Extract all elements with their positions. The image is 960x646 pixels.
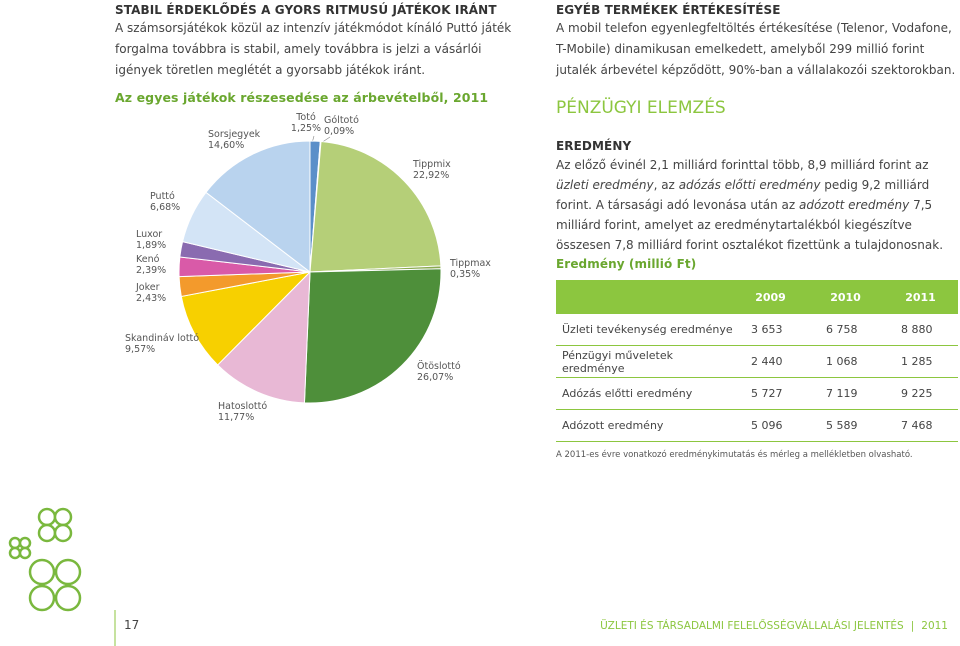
slice-label: Sorsjegyek [208,129,261,140]
pie-slice [205,140,311,274]
text: üzleti eredmény [556,178,654,192]
slice-value-label: 11,77% [218,412,254,423]
table-cell: 5 727 [733,377,808,410]
table-row: Adózás előtti eredmény 5 727 7 119 9 225 [556,377,958,410]
slice-value-label: 26,07% [417,372,453,383]
table-cell: 5 096 [733,409,808,442]
page-number: 17 [124,618,140,632]
text: adózás előtti eredmény [678,178,821,192]
table-cell: 5 589 [808,409,883,442]
slice-value-label: 0,35% [450,269,480,280]
slice-label: Luxor [136,229,162,240]
text: , az [653,178,679,192]
chart-title: Az egyes játékok részesedése az árbevéte… [115,90,489,105]
text: pedig 9,2 milliárd forint. A társasági a… [556,178,930,212]
table-cell: 8 880 [883,314,958,346]
table-cell: 7 468 [883,409,958,442]
slice-value-label: 22,92% [413,170,449,181]
clovers [8,507,82,612]
slice-value-label: 2,43% [136,293,166,304]
slice-value-label: 14,60% [208,140,244,151]
table-note: A 2011-es évre vonatkozó eredménykimutat… [556,450,913,460]
table-title: Eredmény (millió Ft) [556,257,697,271]
slice-label: Joker [135,282,160,293]
table-cell: Adózás előtti eredmény [556,377,733,410]
pie-slice [216,270,311,404]
table-cell: Üzleti tevékenység eredménye [556,314,733,346]
table-cell: 9 225 [883,377,958,410]
header-cell: 2010 [808,280,883,314]
pie-slice [180,271,312,366]
slice-label: Totó [295,112,316,123]
slice-value-label: 2,39% [136,265,166,276]
heading: EGYÉB TERMÉKEK ÉRTÉKESÍTÉSE [556,3,781,17]
paragraph: A számsorsjátékok közül az intenzív játé… [115,21,512,77]
slice-label: Skandináv lottó [125,333,199,344]
slice-value-label: 0,09% [324,126,354,137]
divider: | [910,620,915,632]
table-cell: 2 440 [733,345,808,378]
header-cell: 2009 [733,280,808,314]
paragraph: A mobil telefon egyenlegfeltöltés értéke… [556,21,956,77]
slice-value-label: 1,25% [291,123,321,134]
table-row: Adózott eredmény 5 096 5 589 7 468 [556,409,958,442]
table-cell: 6 758 [808,314,883,346]
header-cell [556,280,733,314]
table-row: Pénzügyi műveletek eredménye 2 440 1 068 1 … [556,345,958,378]
text: 7,5 milliárd forint, amelyet az eredmény… [556,198,944,252]
slice-value-label: 6,68% [150,202,180,213]
table-cell: 1 068 [808,345,883,378]
slice-label: Tippmax [449,258,491,269]
pie-slice [309,140,442,273]
table-cell: 1 285 [883,345,958,378]
subheading: EREDMÉNY [556,139,632,153]
footer-title: ÜZLETI ÉS TÁRSADALMI FELELŐSSÉGVÁLLALÁSI… [600,620,948,632]
slice-label: Ötöslottó [417,361,461,372]
slice-label: Tippmix [412,159,451,170]
table: 2009 2010 2011 Üzleti tevékenység eredmény… [556,280,958,442]
text: ÜZLETI ÉS TÁRSADALMI FELELŐSSÉGVÁLLALÁSI… [600,620,904,632]
table-row: Üzleti tevékenység eredménye 3 653 6 758 8 … [556,314,958,346]
slice-value-label: 9,57% [125,344,155,355]
slice-value-label: 1,89% [136,240,166,251]
slice-label: Kenó [136,254,160,265]
slice-label: Puttó [150,191,175,202]
pie-slice [303,268,442,404]
paragraph: Az előző évinél 2,1 milliárd forinttal t… [556,155,960,255]
header-cell: 2011 [883,280,958,314]
table-cell: Pénzügyi műveletek eredménye [556,345,733,378]
text: 2011 [921,620,948,632]
table-cell: 3 653 [733,314,808,346]
table-cell: 7 119 [808,377,883,410]
header-row: 2009 2010 2011 [556,280,958,314]
slice-label: Hatoslottó [218,401,267,412]
section-title: PÉNZÜGYI ELEMZÉS [556,98,726,118]
text: Az előző évinél 2,1 milliárd forinttal t… [556,158,929,172]
heading: STABIL ÉRDEKLŐDÉS A GYORS RITMUSÚ JÁTÉKO… [115,3,497,17]
text: adózott eredmény [798,198,910,212]
slice-label: Góltotó [324,115,359,126]
table-cell: Adózott eredmény [556,409,733,442]
